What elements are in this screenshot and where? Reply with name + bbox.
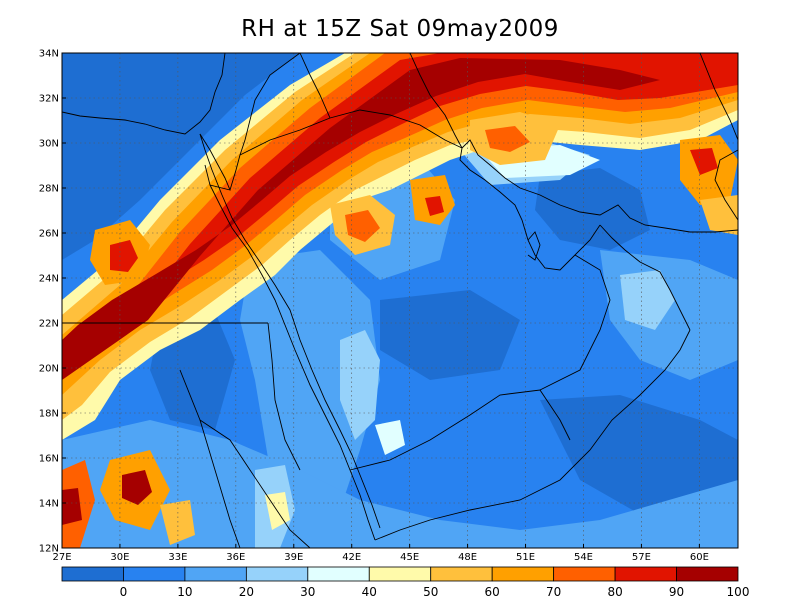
lon-tick-label: 39E: [284, 552, 303, 563]
coastline-iran: [461, 139, 738, 233]
colorbar-label: 40: [362, 585, 377, 599]
colorbar-label: 50: [423, 585, 438, 599]
border-saudi-oman: [539, 254, 611, 391]
border-jordan: [244, 53, 301, 141]
colorbar-label: 100: [727, 585, 750, 599]
colorbar-swatch: [184, 566, 247, 582]
rh-field-cyan-center: [375, 420, 405, 455]
border-ethiopia: [199, 419, 311, 548]
plot-frame: [61, 52, 739, 549]
lon-tick-label: 48E: [458, 552, 477, 563]
lon-tick-label: 45E: [400, 552, 419, 563]
rh-field-low-southeast: [540, 395, 738, 520]
colorbar-swatch: [614, 566, 677, 582]
lon-tick-label: 30E: [110, 552, 129, 563]
rh-field-blob-iraq-core: [345, 210, 380, 242]
rh-field-red-band: [62, 53, 738, 365]
rh-field-blob-nile-core: [110, 240, 138, 272]
colorbar-swatch: [676, 566, 739, 582]
border-syria-iraq: [299, 53, 331, 119]
coastlines-and-borders: [62, 53, 738, 548]
colorbar-swatch: [491, 566, 555, 582]
colorbar-swatch: [368, 566, 432, 582]
border-iran-afghan: [699, 53, 738, 141]
longitude-axis: 27E 30E 33E 36E 39E 42E 45E 48E 51E 54E 57E 60E: [52, 544, 709, 563]
colorbar-swatch: [245, 566, 309, 582]
rh-field-low-gulf: [535, 168, 650, 250]
colorbar: 0 10 20 30 40 50 60 70 80 90 100: [61, 566, 750, 599]
lon-tick-label: 57E: [632, 552, 651, 563]
lon-tick-label: 51E: [516, 552, 535, 563]
colorbar-label: 10: [177, 585, 192, 599]
rh-field-sky-gulf-east: [620, 270, 675, 330]
colorbar-label: 90: [669, 585, 684, 599]
colorbar-swatch: [307, 566, 370, 582]
rh-field-blob-sudan-core: [122, 470, 152, 505]
latitude-axis: 12N 14N 16N 18N 20N 22N 24N 26N 28N 30N 32N 34N: [39, 49, 66, 555]
border-iraq-iran: [409, 53, 463, 149]
lat-tick-label: 34N: [39, 49, 59, 60]
lat-tick-label: 14N: [39, 499, 59, 510]
rh-field-low-north: [62, 53, 300, 260]
colorbar-swatch: [61, 566, 124, 582]
map-title: RH at 15Z Sat 09may2009: [241, 16, 559, 42]
rh-field-blob-sw-core: [62, 488, 82, 525]
lon-tick-label: 27E: [52, 552, 71, 563]
coastline-qatar: [527, 231, 541, 261]
lon-tick-label: 42E: [342, 552, 361, 563]
rh-field-low-center: [380, 290, 520, 380]
coastline-persian-gulf-west: [459, 147, 601, 271]
coastline-mediterranean: [62, 53, 226, 135]
coastline-yemen-south: [374, 329, 691, 541]
lat-tick-label: 22N: [39, 319, 59, 330]
lat-tick-label: 26N: [39, 229, 59, 240]
lat-tick-label: 24N: [39, 274, 59, 285]
lat-tick-label: 16N: [39, 454, 59, 465]
lat-tick-label: 32N: [39, 94, 59, 105]
graticule: [62, 53, 738, 548]
rh-field-blob-south-a: [160, 500, 195, 545]
coastline-sinai: [199, 133, 231, 191]
colorbar-label: 80: [607, 585, 622, 599]
lat-tick-label: 18N: [39, 409, 59, 420]
coastline-gulf-aqaba: [229, 139, 246, 191]
rh-field-blob-kuwait-core: [425, 196, 444, 216]
coastline-red-sea-east: [209, 184, 376, 541]
lat-tick-label: 28N: [39, 184, 59, 195]
rh-field-maroon-band: [62, 58, 660, 380]
border-sudan-eritrea: [267, 322, 301, 471]
lat-tick-label: 12N: [39, 544, 59, 555]
rh-contour-fields: [62, 53, 738, 548]
border-iran-pakistan: [714, 149, 738, 221]
coastline-oman: [599, 224, 691, 331]
coastline-red-sea-west: [199, 133, 381, 529]
border-saudi-yemen: [349, 389, 571, 471]
rh-field-blob-iran-core: [485, 126, 530, 152]
border-sudan-ethiopia: [179, 369, 241, 548]
rh-field-lightblue-south: [62, 420, 738, 548]
colorbar-swatch: [123, 566, 186, 582]
colorbar-label: 30: [300, 585, 315, 599]
colorbar-label: 0: [120, 585, 128, 599]
lon-tick-label: 36E: [226, 552, 245, 563]
lon-tick-label: 54E: [574, 552, 593, 563]
colorbar-swatch: [430, 566, 493, 582]
lat-tick-label: 20N: [39, 364, 59, 375]
lon-tick-label: 60E: [690, 552, 709, 563]
rh-field-sky-central: [340, 330, 380, 440]
colorbar-label: 20: [239, 585, 254, 599]
lon-tick-label: 33E: [168, 552, 187, 563]
border-saudi-north: [239, 109, 463, 156]
rh-field-blob-east-core: [690, 148, 718, 175]
colorbar-swatch: [553, 566, 616, 582]
colorbar-label: 70: [546, 585, 561, 599]
colorbar-label: 60: [485, 585, 500, 599]
lat-tick-label: 30N: [39, 139, 59, 150]
